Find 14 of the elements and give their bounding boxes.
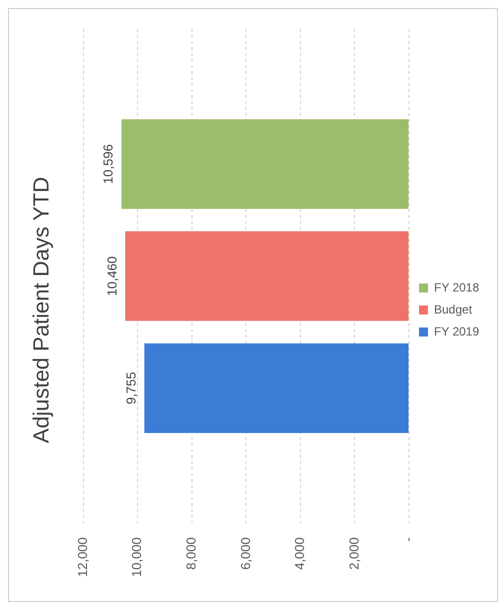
data-label: 10,460 bbox=[104, 256, 120, 296]
data-label: 9,755 bbox=[123, 372, 138, 404]
x-tick-label: 6,000 bbox=[238, 537, 253, 570]
legend-label: FY 2018 bbox=[434, 280, 480, 294]
legend-label: FY 2019 bbox=[434, 324, 480, 338]
x-tick-label: - bbox=[400, 537, 416, 542]
x-tick-label: 2,000 bbox=[346, 537, 362, 570]
text: Adjusted Patient Days YTD bbox=[28, 176, 54, 444]
x-tick-label: 10,000 bbox=[129, 537, 144, 578]
legend-label: Budget bbox=[434, 302, 473, 316]
x-tick-label: 4,000 bbox=[292, 537, 308, 570]
x-tick-label: 12,000 bbox=[74, 537, 90, 578]
data-label: 10,596 bbox=[100, 144, 116, 184]
x-tick-label: 8,000 bbox=[184, 537, 199, 570]
